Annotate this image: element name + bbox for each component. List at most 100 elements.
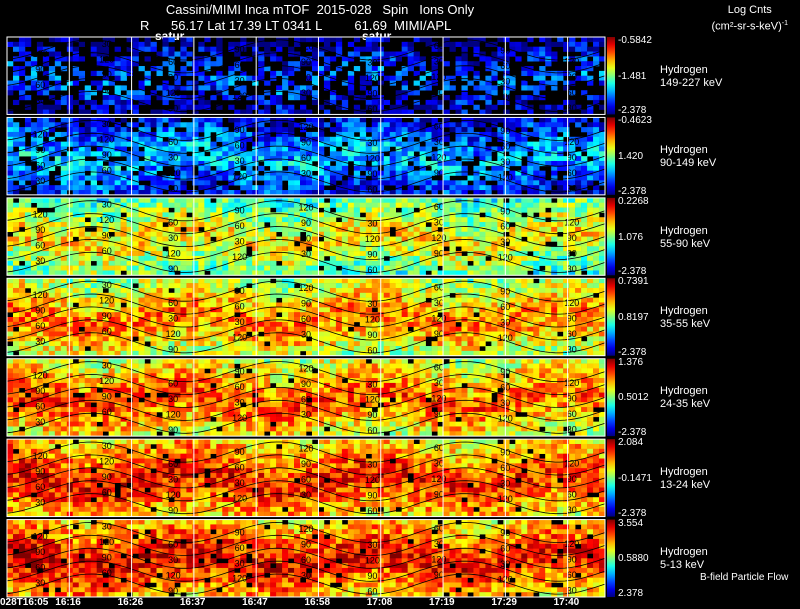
heatmap-cell [198, 175, 205, 181]
heatmap-cell [515, 222, 522, 228]
heatmap-cell [401, 270, 408, 276]
heatmap-cell [467, 131, 474, 138]
heatmap-cell [42, 302, 50, 308]
heatmap-cell [78, 350, 86, 357]
heatmap-cell [294, 226, 301, 233]
heatmap-cell [413, 312, 420, 318]
heatmap-cell [78, 109, 86, 115]
heatmap-cell [491, 61, 498, 67]
heatmap-cell [90, 270, 97, 276]
heatmap-cell [192, 326, 199, 332]
heatmap-cell [54, 207, 62, 213]
heatmap-cell [210, 127, 217, 133]
heatmap-cell [587, 80, 594, 86]
heatmap-cell [497, 170, 504, 176]
heatmap-cell [126, 180, 133, 186]
heatmap-cell [449, 202, 456, 208]
heatmap-cell [246, 165, 253, 171]
heatmap-cell [407, 46, 414, 52]
heatmap-cell [413, 331, 420, 337]
heatmap-cell [204, 287, 211, 294]
heatmap-cell [72, 326, 80, 332]
heatmap-cell [126, 255, 133, 262]
heatmap-cell [198, 251, 205, 257]
heatmap-cell [156, 197, 163, 203]
heatmap-cell [36, 236, 44, 242]
heatmap-cell [353, 331, 361, 337]
heatmap-cell [419, 287, 426, 294]
heatmap-cell [563, 231, 570, 237]
heatmap-cell [246, 265, 253, 271]
heatmap-cell [108, 236, 115, 242]
heatmap-cell [276, 302, 283, 308]
heatmap-cell [521, 202, 528, 208]
heatmap-cell [533, 46, 540, 52]
heatmap-cell [108, 297, 115, 303]
heatmap-cell [467, 156, 474, 162]
heatmap-cell [389, 117, 396, 123]
heatmap-cell [270, 265, 277, 271]
heatmap-cell [575, 136, 582, 142]
heatmap-cell [389, 346, 396, 352]
heatmap-cell [563, 185, 570, 191]
heatmap-cell [150, 307, 157, 313]
heatmap-cell [419, 61, 426, 67]
heatmap-cell [395, 197, 402, 203]
heatmap-cell [443, 217, 450, 223]
contour-label: 30 [35, 256, 45, 266]
heatmap-cell [48, 350, 56, 357]
heatmap-cell [383, 61, 391, 67]
heatmap-cell [162, 341, 169, 347]
heatmap-cell [509, 190, 516, 196]
heatmap-cell [126, 312, 133, 318]
heatmap-cell [96, 175, 103, 181]
heatmap-cell [30, 217, 38, 223]
heatmap-cell [138, 117, 145, 123]
contour-label: 90 [301, 138, 311, 148]
heatmap-cell [252, 122, 259, 128]
heatmap-cell [497, 99, 504, 106]
heatmap-cell [401, 236, 408, 242]
heatmap-cell [276, 326, 283, 332]
heatmap-cell [198, 312, 205, 318]
heatmap-cell [401, 283, 408, 289]
heatmap-cell [282, 302, 289, 308]
heatmap-cell [234, 51, 241, 57]
heatmap-cell [228, 202, 235, 208]
heatmap-cell [252, 302, 259, 308]
heatmap-cell [431, 117, 438, 123]
heatmap-cell [311, 226, 319, 233]
heatmap-cell [252, 222, 259, 228]
heatmap-cell [174, 341, 181, 347]
heatmap-cell [240, 321, 247, 327]
heatmap-cell [228, 165, 235, 171]
heatmap-cell [168, 66, 175, 72]
heatmap-cell [521, 226, 528, 233]
heatmap-cell [551, 136, 558, 142]
heatmap-cell [24, 312, 32, 318]
heatmap-cell [246, 212, 253, 218]
heatmap-cell [36, 190, 44, 196]
heatmap-cell [84, 255, 92, 262]
heatmap-cell [222, 260, 229, 266]
heatmap-cell [96, 226, 103, 233]
heatmap-cell [461, 226, 468, 233]
heatmap-cell [347, 127, 355, 133]
heatmap-cell [60, 283, 68, 289]
heatmap-cell [300, 312, 307, 318]
heatmap-cell [300, 185, 307, 191]
heatmap-cell [222, 175, 229, 181]
heatmap-cell [347, 156, 355, 162]
heatmap-cell [120, 350, 127, 357]
heatmap-cell [371, 317, 379, 323]
heatmap-cell [114, 180, 121, 186]
heatmap-cell [383, 212, 391, 218]
heatmap-cell [533, 122, 540, 128]
heatmap-cell [306, 165, 313, 171]
heatmap-cell [587, 160, 594, 167]
heatmap-cell [569, 46, 576, 52]
heatmap-cell [335, 207, 343, 213]
heatmap-cell [294, 95, 301, 101]
heatmap-cell [599, 265, 606, 271]
heatmap-cell [258, 241, 265, 247]
